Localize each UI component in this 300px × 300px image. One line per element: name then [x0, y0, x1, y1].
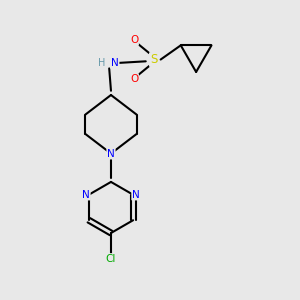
Text: N: N: [82, 190, 90, 200]
Text: N: N: [132, 190, 140, 200]
Text: N: N: [111, 58, 119, 68]
Text: H: H: [98, 58, 106, 68]
Text: O: O: [130, 35, 138, 45]
Text: O: O: [130, 74, 138, 84]
Text: S: S: [150, 53, 157, 66]
Text: N: N: [107, 148, 115, 158]
Text: Cl: Cl: [106, 254, 116, 264]
